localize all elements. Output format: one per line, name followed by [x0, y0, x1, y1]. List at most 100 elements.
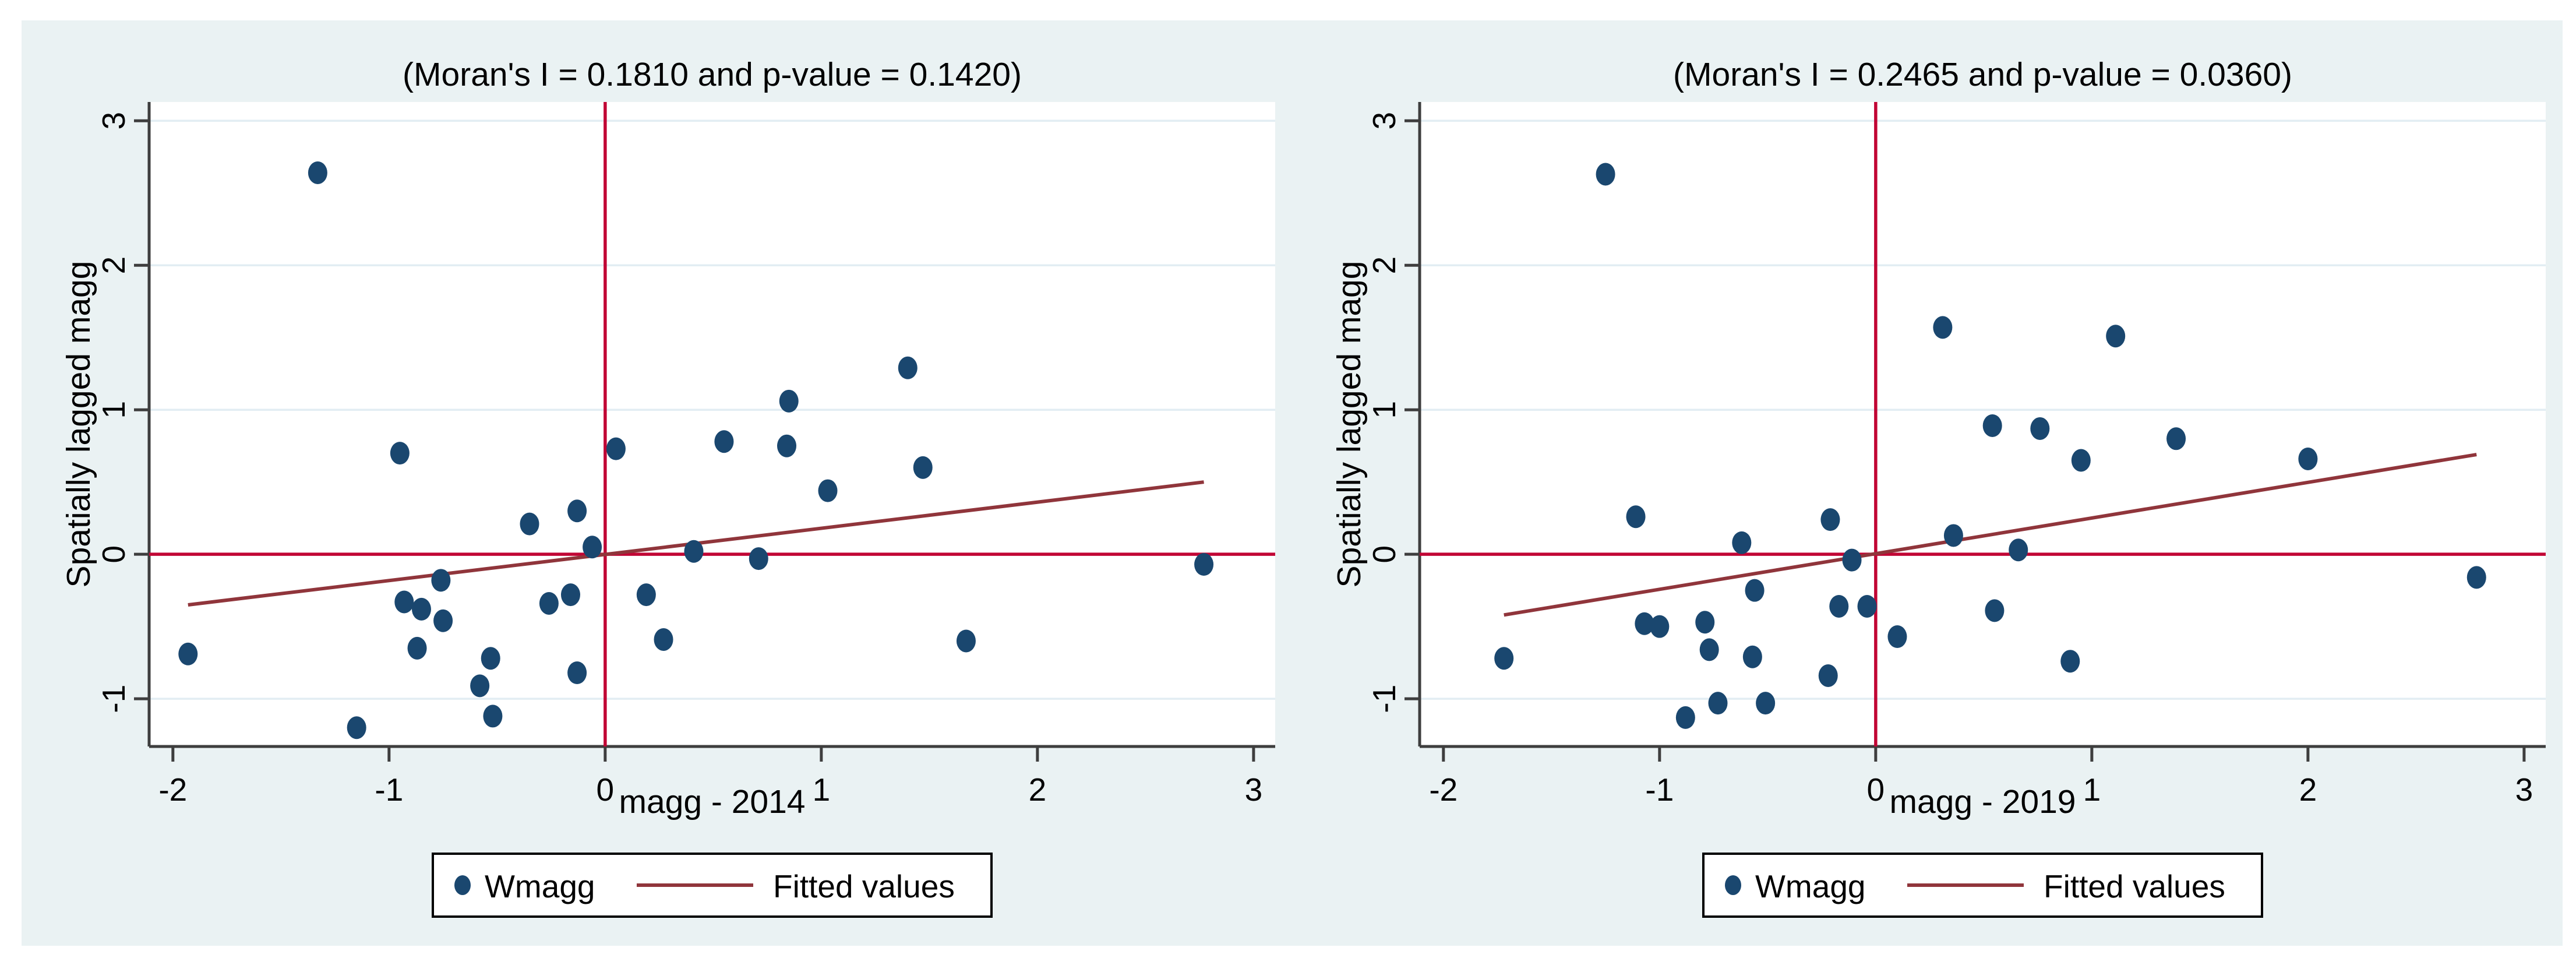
y-tick-label-1: 1 — [96, 401, 132, 419]
scatter-point-13 — [539, 591, 559, 615]
scatter-point-25 — [779, 389, 799, 413]
scatter-point-21 — [1982, 414, 2002, 437]
scatter-point-16 — [1842, 548, 1862, 572]
x-tick-label-1: 1 — [813, 772, 831, 808]
scatter-point-20 — [654, 628, 673, 651]
scatter-point-1 — [1596, 163, 1615, 186]
scatter-point-10 — [1742, 645, 1762, 668]
scatter-point-19 — [636, 583, 656, 607]
scatter-point-17 — [1857, 594, 1877, 618]
scatter-point-28 — [913, 456, 933, 479]
scatter-point-18 — [1887, 625, 1907, 649]
x-tick-label--2: -2 — [158, 772, 187, 808]
y-tick-label-3: 3 — [96, 112, 132, 130]
chart-title: (Moran's I = 0.1810 and p-value = 0.1420… — [403, 56, 1022, 93]
y-axis-title: Spatially lagged magg — [60, 261, 97, 588]
x-tick-label-2: 2 — [1029, 772, 1047, 808]
scatter-point-20 — [1943, 524, 1963, 547]
moran-scatter-panel-2019: -2 -1 0 1 2 3 -1 0 1 2 3 (Moran's I = 0.2465 and p-… — [1292, 20, 2563, 946]
scatter-point-9 — [1732, 531, 1752, 554]
scatter-point-0 — [178, 642, 198, 665]
scatter-point-19 — [1933, 316, 1953, 339]
chart-title: (Moran's I = 0.2465 and p-value = 0.0360… — [1673, 56, 2292, 93]
x-tick-label-0: 0 — [1867, 772, 1885, 808]
scatter-point-27 — [898, 356, 918, 379]
scatter-point-24 — [2030, 417, 2050, 440]
scatter-point-26 — [2071, 449, 2091, 472]
legend-box — [432, 853, 993, 918]
legend-label-fitted-values: Fitted values — [2044, 868, 2225, 904]
scatter-point-15 — [1829, 594, 1849, 618]
scatter-point-7 — [431, 569, 451, 592]
x-tick-label-2: 2 — [2299, 772, 2317, 808]
scatter-point-3 — [1635, 612, 1654, 635]
legend-marker-dot — [454, 875, 471, 895]
x-axis-title: magg - 2014 — [619, 783, 805, 820]
scatter-point-6 — [1695, 611, 1715, 634]
scatter-point-21 — [684, 540, 704, 563]
scatter-point-8 — [433, 609, 453, 632]
scatter-point-4 — [394, 590, 414, 614]
scatter-point-5 — [407, 636, 427, 660]
scatter-point-0 — [1494, 647, 1514, 670]
y-tick-label-0: 0 — [1366, 545, 1402, 563]
legend-label-wmagg: Wmagg — [485, 868, 595, 904]
x-tick-label-3: 3 — [2515, 772, 2533, 808]
y-tick-label--1: -1 — [96, 685, 132, 713]
legend-marker-dot — [1725, 875, 1741, 895]
scatter-point-23 — [2009, 538, 2028, 562]
scatter-point-15 — [567, 499, 587, 523]
y-tick-label-2: 2 — [96, 256, 132, 274]
scatter-point-29 — [2298, 448, 2318, 471]
y-tick-label-0: 0 — [96, 545, 132, 563]
x-tick-label-1: 1 — [2083, 772, 2101, 808]
scatter-point-3 — [390, 442, 410, 465]
plot-area — [1420, 102, 2546, 746]
scatter-point-6 — [411, 597, 431, 621]
legend-label-fitted-values: Fitted values — [773, 868, 955, 904]
scatter-point-26 — [818, 479, 838, 502]
scatter-point-27 — [2106, 325, 2126, 348]
scatter-point-18 — [606, 437, 626, 460]
scatter-point-5 — [1675, 706, 1695, 729]
scatter-point-22 — [1985, 599, 2005, 622]
scatter-point-11 — [483, 705, 503, 728]
scatter-point-2 — [1626, 505, 1646, 529]
scatter-point-9 — [470, 674, 490, 698]
scatter-point-8 — [1708, 692, 1728, 715]
y-tick-label-1: 1 — [1366, 401, 1402, 419]
moran-scatter-chart-2014: -2 -1 0 1 2 3 -1 0 1 2 3 (Moran's I = 0.1810 and p-… — [60, 56, 1275, 918]
scatter-point-30 — [1194, 553, 1214, 576]
scatter-point-12 — [520, 512, 539, 536]
moran-scatter-panel-2014: -2 -1 0 1 2 3 -1 0 1 2 3 (Moran's I = 0.1810 and p-… — [22, 20, 1292, 946]
scatter-point-25 — [2060, 650, 2080, 673]
fitted-values-line — [1504, 453, 2477, 617]
scatter-point-12 — [1756, 692, 1776, 715]
scatter-point-16 — [567, 661, 587, 685]
moran-scatter-chart-2019: -2 -1 0 1 2 3 -1 0 1 2 3 (Moran's I = 0.2465 and p-… — [1331, 56, 2546, 918]
graph-canvas: -2 -1 0 1 2 3 -1 0 1 2 3 (Moran's I = 0.1810 and p-… — [22, 20, 2563, 946]
x-tick-label-0: 0 — [597, 772, 615, 808]
y-tick-label--1: -1 — [1366, 685, 1402, 713]
scatter-point-7 — [1699, 638, 1719, 661]
x-tick-label--1: -1 — [1645, 772, 1674, 808]
scatter-point-29 — [956, 629, 976, 653]
plot-area — [149, 102, 1275, 746]
scatter-point-22 — [714, 430, 734, 453]
scatter-point-28 — [2166, 427, 2186, 450]
scatter-point-4 — [1650, 615, 1670, 638]
scatter-point-14 — [1820, 508, 1840, 531]
scatter-point-24 — [777, 434, 797, 457]
y-tick-label-2: 2 — [1366, 256, 1402, 274]
scatter-point-2 — [347, 716, 366, 739]
scatter-point-13 — [1818, 664, 1838, 687]
scatter-point-10 — [481, 647, 500, 670]
y-tick-label-3: 3 — [1366, 112, 1402, 130]
x-axis-title: magg - 2019 — [1889, 783, 2076, 820]
scatter-point-30 — [2466, 566, 2486, 589]
scatter-point-17 — [583, 536, 602, 559]
x-tick-label--2: -2 — [1429, 772, 1458, 808]
legend-label-wmagg: Wmagg — [1755, 868, 1866, 904]
scatter-point-1 — [308, 161, 327, 185]
scatter-point-14 — [560, 583, 580, 607]
